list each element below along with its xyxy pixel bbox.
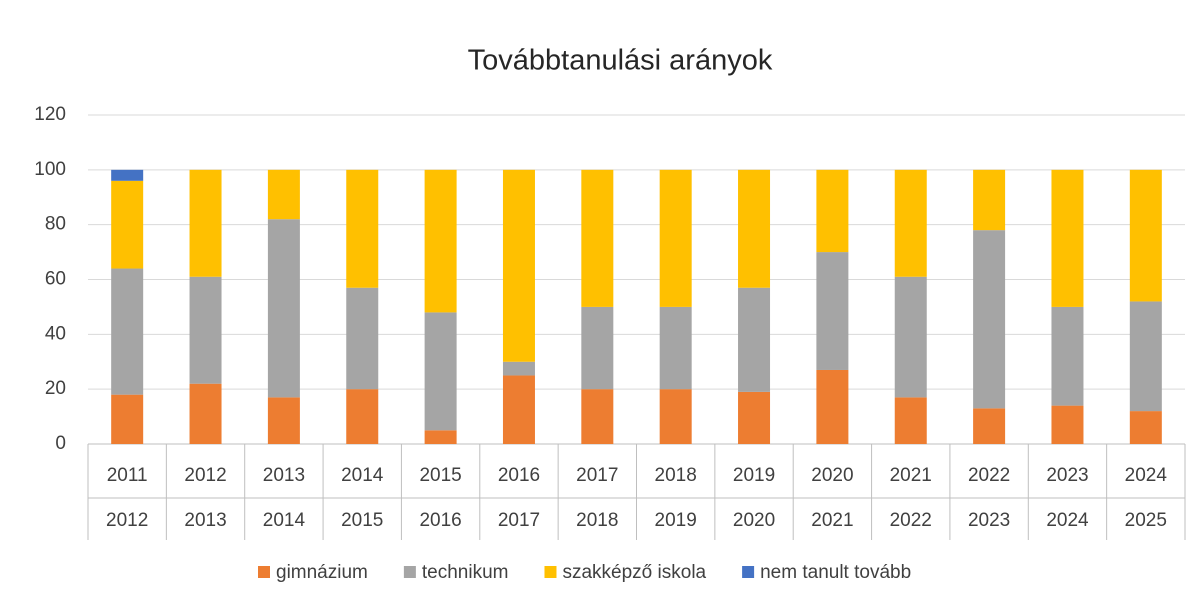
bar-segment xyxy=(973,230,1006,409)
x-tick-label: 2022 xyxy=(890,510,932,531)
bar-segment xyxy=(894,397,927,444)
y-tick-label: 80 xyxy=(45,214,66,235)
bar-segment xyxy=(581,306,614,390)
x-tick-label: 2015 xyxy=(341,510,383,531)
bar-segment xyxy=(738,169,771,288)
bar-segment xyxy=(267,219,300,398)
bar-segment xyxy=(267,169,300,220)
x-tick-label: 2019 xyxy=(733,465,775,486)
legend-swatch xyxy=(258,566,270,578)
legend-label: technikum xyxy=(422,562,509,583)
bar-segment xyxy=(111,180,144,269)
bar-segment xyxy=(111,268,144,395)
x-tick-label: 2021 xyxy=(811,510,853,531)
y-tick-label: 60 xyxy=(45,269,66,290)
bar-segment xyxy=(424,430,457,444)
bar-segment xyxy=(738,287,771,392)
y-tick-label: 20 xyxy=(45,378,66,399)
bar-segment xyxy=(502,169,535,362)
bar-segment xyxy=(816,369,849,444)
bar-segment xyxy=(502,375,535,444)
bar-segment xyxy=(346,389,379,444)
x-tick-label: 2024 xyxy=(1046,510,1089,531)
bar-segment xyxy=(267,397,300,444)
bar-segment xyxy=(424,312,457,431)
bar-segment xyxy=(189,169,222,277)
bar-segment xyxy=(502,361,535,376)
bar-segment xyxy=(1051,405,1084,444)
bar-segment xyxy=(346,169,379,288)
x-tick-label: 2017 xyxy=(576,465,618,486)
x-tick-label: 2015 xyxy=(419,465,461,486)
legend-label: gimnázium xyxy=(276,562,368,583)
x-tick-label: 2012 xyxy=(184,465,226,486)
x-tick-label: 2014 xyxy=(263,510,306,531)
x-tick-label: 2023 xyxy=(1046,465,1088,486)
bar-segment xyxy=(189,383,222,444)
bar-segment xyxy=(581,389,614,444)
x-tick-label: 2022 xyxy=(968,465,1010,486)
x-tick-label: 2021 xyxy=(890,465,932,486)
bar-segment xyxy=(973,169,1006,231)
legend-swatch xyxy=(403,566,416,578)
bar-segment xyxy=(816,252,849,370)
x-tick-label: 2018 xyxy=(655,465,697,486)
x-tick-label: 2011 xyxy=(107,465,148,486)
bar-segment xyxy=(346,287,379,390)
y-tick-label: 40 xyxy=(45,323,66,344)
legend-swatch xyxy=(544,566,557,578)
bar-segment xyxy=(1129,301,1162,412)
chart-title: Továbbtanulási arányok xyxy=(468,45,773,77)
x-tick-label: 2012 xyxy=(106,510,148,531)
y-tick-label: 120 xyxy=(34,104,66,125)
bar-segment xyxy=(1051,169,1084,307)
bar-segment xyxy=(1051,306,1084,406)
legend-label: nem tanult tovább xyxy=(760,562,911,583)
bar-segment xyxy=(189,276,222,384)
bar-segment xyxy=(1129,169,1162,302)
x-tick-label: 2020 xyxy=(733,510,775,531)
x-tick-label: 2013 xyxy=(184,510,226,531)
x-tick-label: 2016 xyxy=(419,510,461,531)
bar-segment xyxy=(111,394,144,444)
x-tick-label: 2014 xyxy=(341,465,384,486)
bar-segment xyxy=(894,169,927,277)
y-tick-label: 100 xyxy=(34,159,66,180)
bar-segment xyxy=(738,391,771,444)
x-tick-label: 2019 xyxy=(655,510,697,531)
x-tick-label: 2013 xyxy=(263,465,305,486)
bar-segment xyxy=(1129,411,1162,444)
bar-segment xyxy=(973,408,1006,444)
legend-swatch xyxy=(742,566,755,578)
x-tick-label: 2023 xyxy=(968,510,1010,531)
bar-segment xyxy=(659,306,692,390)
bar-segment xyxy=(816,169,849,253)
bar-segment xyxy=(424,169,457,313)
x-tick-label: 2018 xyxy=(576,510,618,531)
x-tick-label: 2020 xyxy=(811,465,853,486)
x-tick-label: 2016 xyxy=(498,465,540,486)
bar-segment xyxy=(894,276,927,398)
bar-segment xyxy=(659,389,692,444)
x-tick-label: 2025 xyxy=(1125,510,1167,531)
y-tick-label: 0 xyxy=(55,433,66,454)
bar-segment xyxy=(581,169,614,307)
bar-segment xyxy=(111,169,144,181)
bar-segment xyxy=(659,169,692,307)
x-tick-label: 2017 xyxy=(498,510,540,531)
x-tick-label: 2024 xyxy=(1125,465,1168,486)
legend-label: szakképző iskola xyxy=(562,562,706,583)
